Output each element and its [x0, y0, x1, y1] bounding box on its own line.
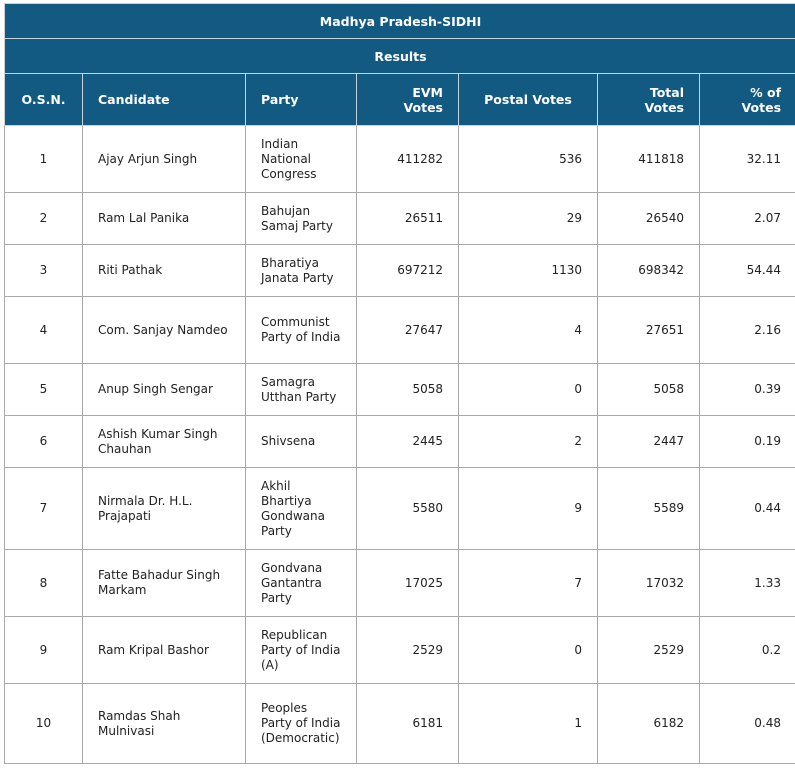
pct-votes-cell: 0.48 — [698, 683, 795, 764]
evm-votes-cell: 411282 — [356, 125, 459, 193]
total-votes-cell: 5058 — [597, 363, 700, 416]
table-row: 7 Nirmala Dr. H.L. Prajapati Akhil Bhartiy… — [4, 467, 795, 550]
pct-votes-cell: 54.44 — [698, 244, 795, 297]
total-votes-cell: 698342 — [597, 244, 700, 297]
pct-votes-cell: 2.07 — [698, 192, 795, 245]
total-votes-cell: 27651 — [597, 296, 700, 364]
table-row: 8 Fatte Bahadur Singh Markam Gondvana Gant… — [4, 549, 795, 617]
postal-votes-cell: 9 — [458, 467, 598, 550]
col-header-evm-votes: EVM Votes — [356, 73, 459, 126]
pct-votes-cell: 32.11 — [698, 125, 795, 193]
candidate-cell: Ramdas Shah Mulnivasi — [82, 683, 246, 764]
table-subtitle: Results — [3, 38, 795, 74]
candidate-cell: Ram Kripal Bashor — [82, 616, 246, 684]
party-cell: Communist Party of India — [245, 296, 357, 364]
osn-cell: 5 — [4, 363, 83, 416]
total-votes-cell: 6182 — [597, 683, 700, 764]
table-row: 4 Com. Sanjay Namdeo Communist Party of In… — [4, 296, 795, 364]
candidate-cell: Nirmala Dr. H.L. Prajapati — [82, 467, 246, 550]
party-cell: Bharatiya Janata Party — [245, 244, 357, 297]
osn-cell: 10 — [4, 683, 83, 764]
candidate-cell: Riti Pathak — [82, 244, 246, 297]
total-votes-cell: 2529 — [597, 616, 700, 684]
evm-votes-cell: 5580 — [356, 467, 459, 550]
pct-votes-cell: 0.19 — [698, 415, 795, 468]
evm-votes-cell: 2445 — [356, 415, 459, 468]
pct-votes-cell: 0.2 — [698, 616, 795, 684]
col-header-postal-votes: Postal Votes — [458, 73, 598, 126]
candidate-cell: Ram Lal Panika — [82, 192, 246, 245]
postal-votes-cell: 4 — [458, 296, 598, 364]
candidate-cell: Fatte Bahadur Singh Markam — [82, 549, 246, 617]
osn-cell: 6 — [4, 415, 83, 468]
candidate-cell: Anup Singh Sengar — [82, 363, 246, 416]
postal-votes-cell: 2 — [458, 415, 598, 468]
table-row: 1 Ajay Arjun Singh Indian National Congres… — [4, 125, 795, 193]
evm-votes-cell: 6181 — [356, 683, 459, 764]
col-header-osn: O.S.N. — [4, 73, 83, 126]
col-header-candidate: Candidate — [82, 73, 246, 126]
osn-cell: 1 — [4, 125, 83, 193]
osn-cell: 2 — [4, 192, 83, 245]
osn-cell: 3 — [4, 244, 83, 297]
total-votes-cell: 2447 — [597, 415, 700, 468]
party-cell: Indian National Congress — [245, 125, 357, 193]
table-row: 9 Ram Kripal Bashor Republican Party of In… — [4, 616, 795, 684]
col-header-pct-votes: % of Votes — [698, 73, 795, 126]
party-cell: Gondvana Gantantra Party — [245, 549, 357, 617]
party-cell: Akhil Bhartiya Gondwana Party — [245, 467, 357, 550]
total-votes-cell: 26540 — [597, 192, 700, 245]
party-cell: Peoples Party of India (Democratic) — [245, 683, 357, 764]
candidate-cell: Com. Sanjay Namdeo — [82, 296, 246, 364]
pct-votes-cell: 0.39 — [698, 363, 795, 416]
postal-votes-cell: 1130 — [458, 244, 598, 297]
osn-cell: 9 — [4, 616, 83, 684]
total-votes-cell: 5589 — [597, 467, 700, 550]
col-header-party: Party — [245, 73, 357, 126]
table-row: 2 Ram Lal Panika Bahujan Samaj Party 26511 2… — [4, 192, 795, 245]
table-row: 6 Ashish Kumar Singh Chauhan Shivsena 2445 2… — [4, 415, 795, 468]
party-cell: Samagra Utthan Party — [245, 363, 357, 416]
party-cell: Bahujan Samaj Party — [245, 192, 357, 245]
osn-cell: 4 — [4, 296, 83, 364]
osn-cell: 8 — [4, 549, 83, 617]
col-header-total-votes: Total Votes — [597, 73, 700, 126]
results-table: Madhya Pradesh-SIDHI Results O.S.N. Cand… — [3, 3, 795, 764]
candidate-cell: Ajay Arjun Singh — [82, 125, 246, 193]
table-row: 3 Riti Pathak Bharatiya Janata Party 697212… — [4, 244, 795, 297]
pct-votes-cell: 1.33 — [698, 549, 795, 617]
table-row: 5 Anup Singh Sengar Samagra Utthan Party 50… — [4, 363, 795, 416]
party-cell: Shivsena — [245, 415, 357, 468]
table-title: Madhya Pradesh-SIDHI — [3, 3, 795, 39]
evm-votes-cell: 17025 — [356, 549, 459, 617]
evm-votes-cell: 697212 — [356, 244, 459, 297]
evm-votes-cell: 26511 — [356, 192, 459, 245]
postal-votes-cell: 7 — [458, 549, 598, 617]
postal-votes-cell: 0 — [458, 616, 598, 684]
postal-votes-cell: 1 — [458, 683, 598, 764]
pct-votes-cell: 2.16 — [698, 296, 795, 364]
evm-votes-cell: 27647 — [356, 296, 459, 364]
table-row: 10 Ramdas Shah Mulnivasi Peoples Party of … — [4, 683, 795, 764]
postal-votes-cell: 536 — [458, 125, 598, 193]
postal-votes-cell: 29 — [458, 192, 598, 245]
postal-votes-cell: 0 — [458, 363, 598, 416]
candidate-cell: Ashish Kumar Singh Chauhan — [82, 415, 246, 468]
pct-votes-cell: 0.44 — [698, 467, 795, 550]
osn-cell: 7 — [4, 467, 83, 550]
evm-votes-cell: 2529 — [356, 616, 459, 684]
party-cell: Republican Party of India (A) — [245, 616, 357, 684]
evm-votes-cell: 5058 — [356, 363, 459, 416]
total-votes-cell: 17032 — [597, 549, 700, 617]
total-votes-cell: 411818 — [597, 125, 700, 193]
